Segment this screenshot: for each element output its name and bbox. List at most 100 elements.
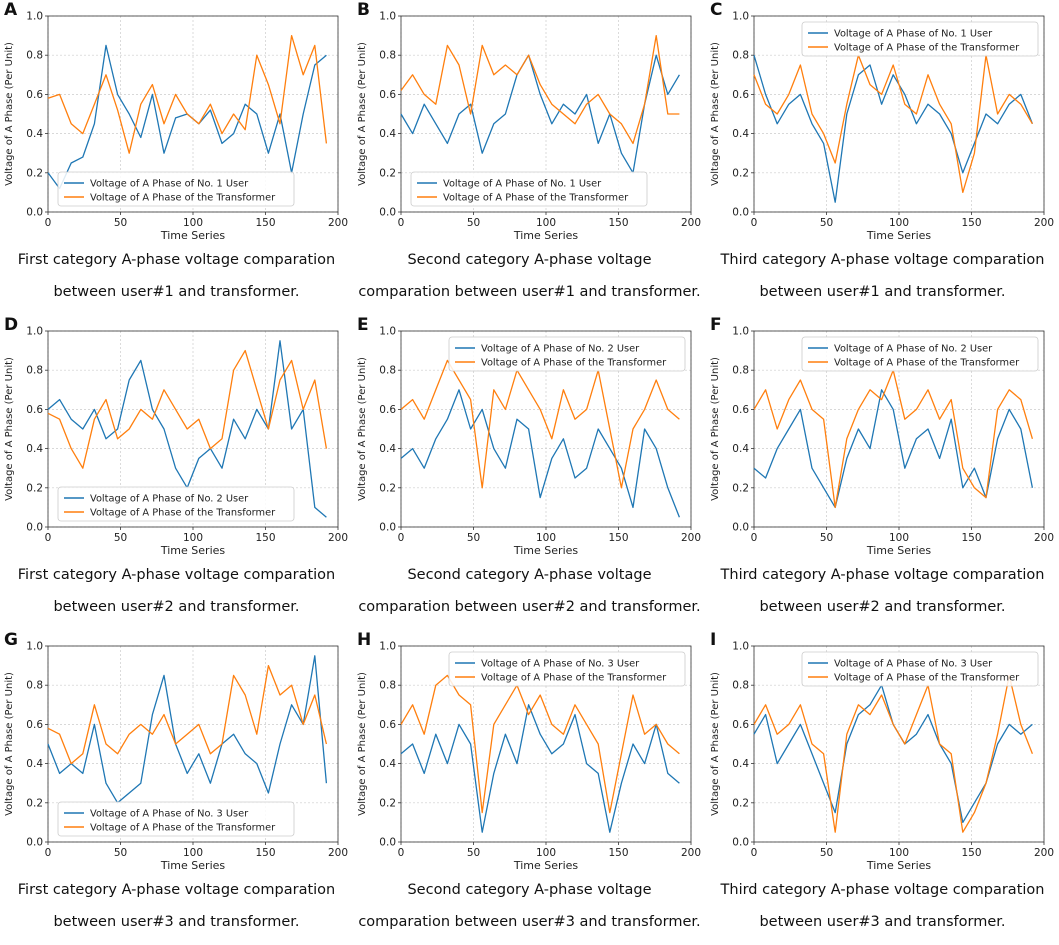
- caption-line: First category A-phase voltage comparati…: [17, 882, 336, 898]
- y-tick-label: 0.2: [379, 482, 396, 494]
- legend-label: Voltage of A Phase of the Transformer: [90, 193, 276, 204]
- panel-letter: G: [4, 630, 18, 650]
- line-chart: 0 50 100 150 200 0.0 0.2 0.4 0.6 0.8 1.0 Time Serie…: [357, 641, 701, 873]
- x-axis-label: Time Series: [160, 229, 226, 242]
- x-tick-label: 200: [681, 217, 701, 229]
- y-tick-label: 1.0: [379, 326, 396, 338]
- x-tick-label: 200: [328, 532, 348, 544]
- y-tick-label: 1.0: [732, 326, 749, 338]
- legend: Voltage of A Phase of No. 1 User Voltage …: [801, 21, 1039, 57]
- caption-line: between user#1 and transformer.: [53, 284, 300, 300]
- x-tick-label: 200: [328, 217, 348, 229]
- caption-line: First category A-phase voltage comparati…: [17, 567, 336, 583]
- legend-box: [410, 171, 648, 207]
- panel-caption: Third category A-phase voltage comparati…: [706, 874, 1059, 938]
- legend-label: Voltage of A Phase of the Transformer: [834, 358, 1020, 369]
- series-line-transformer: [400, 359, 680, 489]
- legend: Voltage of A Phase of No. 1 User Voltage …: [410, 171, 648, 207]
- x-tick-label: 50: [467, 847, 480, 859]
- x-tick-label: 150: [255, 847, 275, 859]
- y-tick-label: 1.0: [732, 641, 749, 653]
- panel-letter: I: [710, 630, 717, 650]
- x-tick-label: 50: [114, 217, 127, 229]
- caption-line: Second category A-phase voltage: [407, 882, 652, 898]
- x-tick-label: 100: [183, 217, 203, 229]
- legend-label: Voltage of A Phase of the Transformer: [443, 193, 629, 204]
- x-tick-label: 0: [398, 847, 405, 859]
- legend-label: Voltage of A Phase of No. 2 User: [481, 344, 640, 355]
- caption-line: comparation between user#2 and transform…: [358, 599, 701, 615]
- chart-panel-f: F 0 50 100 150 200 0.0 0.2 0.4 0.6 0.8 1.0 Time Seri…: [706, 315, 1059, 630]
- x-tick-label: 50: [467, 532, 480, 544]
- y-tick-label: 0.0: [26, 207, 43, 219]
- x-axis-label: Time Series: [160, 544, 226, 557]
- legend-label: Voltage of A Phase of the Transformer: [90, 823, 276, 834]
- panel-caption: Second category A-phase voltage comparati…: [353, 244, 706, 308]
- x-tick-label: 0: [45, 847, 52, 859]
- y-tick-label: 0.8: [379, 680, 396, 692]
- panel-caption: First category A-phase voltage comparati…: [0, 244, 353, 308]
- y-tick-label: 0.2: [379, 167, 396, 179]
- caption-line: Third category A-phase voltage comparati…: [720, 252, 1045, 268]
- y-tick-label: 0.6: [379, 404, 396, 416]
- chart-panel-g: G 0 50 100 150 200 0.0 0.2 0.4 0.6 0.8 1.0 Time Seri…: [0, 630, 353, 945]
- x-tick-label: 150: [961, 847, 981, 859]
- y-tick-label: 0.2: [26, 167, 43, 179]
- y-tick-label: 0.4: [379, 443, 396, 455]
- x-tick-label: 0: [751, 217, 758, 229]
- y-tick-label: 0.4: [26, 758, 43, 770]
- y-tick-label: 0.6: [732, 404, 749, 416]
- y-axis-label: Voltage of A Phase (Per Unit): [710, 357, 721, 501]
- x-tick-label: 100: [889, 847, 909, 859]
- x-axis-label: Time Series: [866, 229, 932, 242]
- legend-label: Voltage of A Phase of the Transformer: [834, 673, 1020, 684]
- y-tick-label: 0.4: [26, 443, 43, 455]
- legend-box: [448, 336, 686, 372]
- y-tick-label: 0.2: [26, 797, 43, 809]
- caption-line: First category A-phase voltage comparati…: [17, 252, 336, 268]
- line-chart: 0 50 100 150 200 0.0 0.2 0.4 0.6 0.8 1.0 Time Serie…: [357, 326, 701, 558]
- y-tick-label: 0.4: [379, 758, 396, 770]
- legend: Voltage of A Phase of No. 2 User Voltage …: [57, 486, 295, 522]
- legend: Voltage of A Phase of No. 3 User Voltage …: [801, 651, 1039, 687]
- legend-label: Voltage of A Phase of No. 3 User: [90, 809, 249, 820]
- panel-caption: Third category A-phase voltage comparati…: [706, 559, 1059, 623]
- line-chart: 0 50 100 150 200 0.0 0.2 0.4 0.6 0.8 1.0 Time Serie…: [710, 641, 1054, 873]
- series-line-user: [400, 389, 681, 518]
- x-tick-label: 50: [820, 847, 833, 859]
- line-chart: 0 50 100 150 200 0.0 0.2 0.4 0.6 0.8 1.0 Time Serie…: [4, 641, 348, 873]
- caption-line: between user#2 and transformer.: [53, 599, 300, 615]
- x-tick-label: 50: [820, 532, 833, 544]
- x-tick-label: 0: [398, 217, 405, 229]
- panel-caption: Third category A-phase voltage comparati…: [706, 244, 1059, 308]
- legend-box: [448, 651, 686, 687]
- legend-box: [801, 336, 1039, 372]
- y-tick-label: 0.0: [26, 837, 43, 849]
- x-tick-label: 100: [536, 532, 556, 544]
- series-line-user: [753, 55, 1034, 203]
- caption-line: Third category A-phase voltage comparati…: [720, 567, 1045, 583]
- y-tick-label: 0.8: [379, 50, 396, 62]
- legend-label: Voltage of A Phase of No. 1 User: [834, 29, 993, 40]
- caption-line: between user#3 and transformer.: [53, 914, 300, 930]
- y-tick-label: 0.2: [732, 797, 749, 809]
- y-tick-label: 0.2: [732, 482, 749, 494]
- legend-box: [801, 651, 1039, 687]
- y-tick-label: 0.8: [26, 680, 43, 692]
- legend-label: Voltage of A Phase of No. 1 User: [90, 179, 249, 190]
- y-tick-label: 0.6: [26, 89, 43, 101]
- x-tick-label: 200: [1034, 217, 1054, 229]
- x-tick-label: 100: [889, 217, 909, 229]
- x-tick-label: 50: [467, 217, 480, 229]
- legend-label: Voltage of A Phase of the Transformer: [481, 673, 667, 684]
- panel-letter: C: [710, 0, 723, 20]
- legend-label: Voltage of A Phase of No. 2 User: [834, 344, 993, 355]
- x-tick-label: 150: [961, 532, 981, 544]
- series-line-user: [400, 704, 680, 833]
- legend: Voltage of A Phase of No. 3 User Voltage …: [448, 651, 686, 687]
- line-chart: 0 50 100 150 200 0.0 0.2 0.4 0.6 0.8 1.0 Time Serie…: [357, 11, 701, 243]
- caption-line: between user#2 and transformer.: [759, 599, 1006, 615]
- y-axis-label: Voltage of A Phase (Per Unit): [357, 672, 368, 816]
- x-tick-label: 200: [1034, 532, 1054, 544]
- legend-box: [801, 21, 1039, 57]
